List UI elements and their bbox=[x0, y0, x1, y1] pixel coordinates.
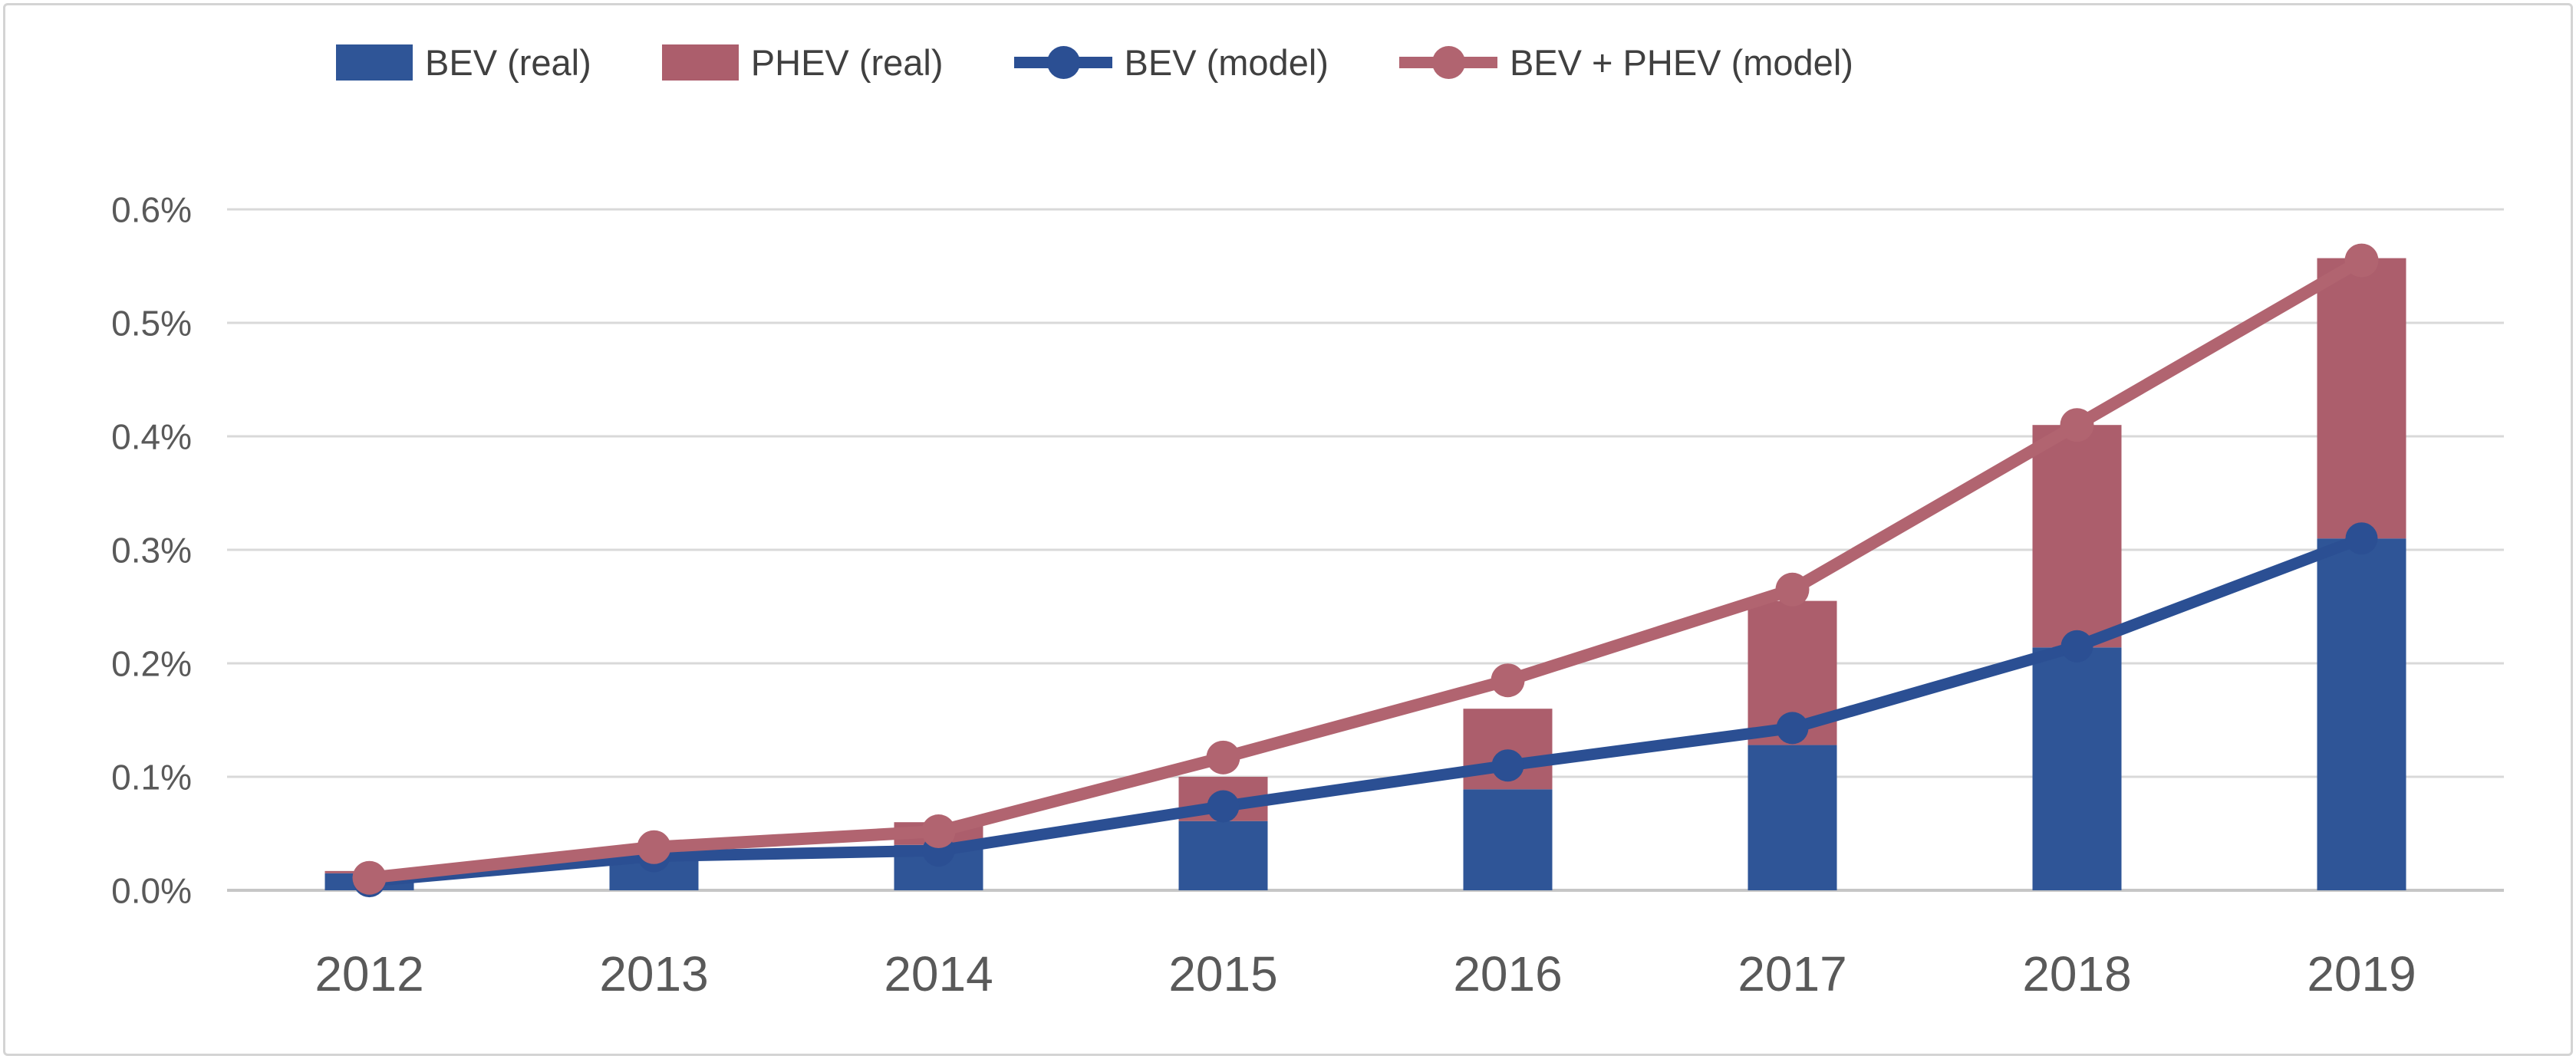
x-tick-label: 2013 bbox=[599, 946, 708, 1001]
legend-swatch-phev-real bbox=[661, 44, 739, 81]
line-marker-total bbox=[2060, 408, 2094, 442]
bar-segment-phev bbox=[2317, 258, 2406, 539]
legend-label-phev-real: PHEV (real) bbox=[750, 42, 944, 83]
line-marker-bev bbox=[1207, 790, 1240, 823]
legend-label-bev-model: BEV (model) bbox=[1124, 42, 1329, 83]
line-marker-bev bbox=[1491, 749, 1524, 782]
y-tick-label: 0.4% bbox=[111, 417, 192, 457]
bar-segment-bev bbox=[1748, 745, 1837, 890]
y-tick-label: 0.3% bbox=[111, 531, 192, 571]
x-tick-label: 2016 bbox=[1453, 946, 1562, 1001]
legend-swatch-bev-real bbox=[336, 44, 413, 81]
x-tick-label: 2019 bbox=[2307, 946, 2416, 1001]
y-tick-label: 0.1% bbox=[111, 758, 192, 798]
x-tick-label: 2012 bbox=[315, 946, 423, 1001]
legend-item-bev-model: BEV (model) bbox=[1013, 42, 1329, 83]
bar-segment-bev bbox=[2317, 538, 2406, 890]
legend-label-bev-real: BEV (real) bbox=[425, 42, 591, 83]
line-marker-total bbox=[1775, 572, 1810, 607]
bar-segment-bev bbox=[1463, 789, 1553, 890]
line-marker-total bbox=[637, 830, 671, 864]
model-line-bev bbox=[364, 532, 2367, 887]
line-marker-total bbox=[2344, 243, 2379, 278]
y-tick-label: 0.5% bbox=[111, 304, 192, 344]
x-tick-label: 2017 bbox=[1738, 946, 1846, 1001]
bar-segment-phev bbox=[2032, 425, 2122, 648]
legend-swatch-bev-model bbox=[1013, 44, 1112, 81]
bar-segment-bev bbox=[2032, 647, 2122, 890]
bar-segment-bev bbox=[1178, 821, 1268, 890]
y-tick-label: 0.6% bbox=[111, 190, 192, 230]
legend-label-total-model: BEV + PHEV (model) bbox=[1509, 42, 1853, 83]
legend-marker-icon bbox=[1046, 46, 1080, 79]
legend-item-phev-real: PHEV (real) bbox=[661, 42, 944, 83]
line-marker-bev bbox=[1776, 712, 1809, 745]
line-marker-total bbox=[352, 860, 387, 895]
line-marker-total bbox=[1206, 740, 1240, 775]
x-tick-label: 2015 bbox=[1168, 946, 1277, 1001]
line-marker-bev bbox=[2060, 630, 2093, 663]
y-tick-label: 0.2% bbox=[111, 644, 192, 684]
legend-item-bev-real: BEV (real) bbox=[336, 44, 591, 81]
model-line-total bbox=[363, 254, 2368, 884]
y-tick-label: 0.0% bbox=[111, 871, 192, 911]
legend-marker-icon bbox=[1431, 46, 1465, 79]
legend-item-total-model: BEV + PHEV (model) bbox=[1398, 42, 1853, 83]
legend-swatch-total-model bbox=[1398, 44, 1497, 81]
line-marker-bev bbox=[2345, 522, 2378, 555]
line-marker-total bbox=[1491, 663, 1525, 698]
chart-legend: BEV (real) PHEV (real) BEV (model) BEV +… bbox=[336, 44, 1853, 81]
line-marker-total bbox=[921, 814, 956, 849]
x-tick-label: 2014 bbox=[884, 946, 993, 1001]
x-tick-label: 2018 bbox=[2022, 946, 2131, 1001]
